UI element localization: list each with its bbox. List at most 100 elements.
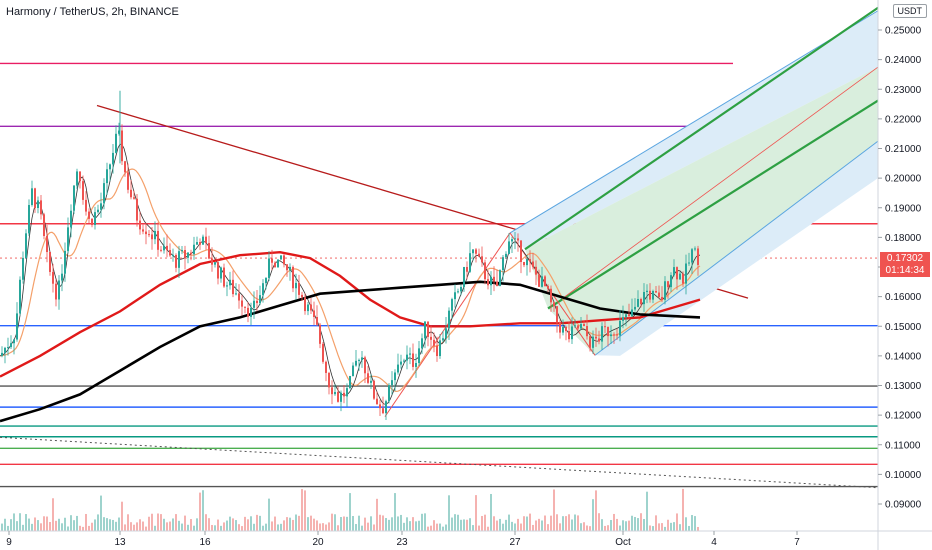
candle-body [403,360,405,362]
candle-body [556,306,558,323]
volume-bar [373,524,375,531]
candle-body [535,266,537,275]
volume-bar [610,520,612,531]
volume-bar [439,523,441,531]
candle-body [361,357,363,360]
volume-bar [346,516,348,531]
candle-body [331,387,333,395]
candle-body [646,290,648,293]
candle-body [502,257,504,271]
volume-bar [607,525,609,531]
volume-bar [313,518,315,531]
candle-body [136,198,138,221]
y-tick-label: 0.15000 [885,322,922,333]
candle-body [493,276,495,282]
last-price-label: 0.17302 [880,252,930,265]
candle-body [76,171,78,186]
volume-bar [418,520,420,531]
volume-bar [4,518,6,531]
candle-body [610,334,612,337]
volume-bar [52,498,54,531]
volume-bar [190,519,192,531]
volume-bar [103,517,105,531]
volume-bar [154,525,156,531]
volume-bar [412,517,414,531]
candle-body [442,338,444,341]
candle-body [1,352,3,356]
candle-body [664,281,666,300]
candle-body [202,236,204,245]
candle-body [310,304,312,311]
volume-bar [31,523,33,531]
volume-bar [550,515,552,531]
y-tick-label: 0.10000 [885,470,922,481]
volume-bar [151,513,153,531]
candle-body [247,307,249,317]
candle-body [199,242,201,245]
candle-body [418,348,420,364]
volume-bar [340,517,342,531]
volume-bar [37,520,39,531]
volume-bar [475,495,477,531]
candle-body [508,241,510,254]
volume-bar [376,498,378,531]
volume-bar [256,514,258,531]
candle-body [613,334,615,336]
volume-bar [562,516,564,531]
candle-body [160,249,162,251]
volume-bar [454,514,456,531]
volume-bar [343,516,345,531]
volume-bar [670,522,672,531]
volume-bar [88,525,90,531]
candle-body [55,283,57,300]
candle-body [487,279,489,286]
candle-body [73,185,75,211]
candle-body [127,172,129,190]
candle-body [121,130,123,162]
candle-body [256,300,258,304]
volume-bar [331,513,333,531]
volume-bar [352,515,354,531]
volume-bar [184,515,186,531]
volume-bar [355,524,357,531]
candle-body [178,251,180,268]
candle-body [124,161,126,173]
y-tick-label: 0.21000 [885,144,922,155]
volume-bar [631,515,633,531]
volume-bar [526,516,528,531]
volume-bar [661,523,663,531]
candle-body [367,373,369,383]
candle-body [376,398,378,405]
volume-bar [682,488,684,531]
candle-body [382,408,384,414]
volume-bar [7,525,9,531]
candle-body [394,372,396,381]
candle-body [682,273,684,284]
volume-bar [193,525,195,531]
candle-body [214,262,216,265]
candle-body [175,254,177,268]
y-tick-label: 0.09000 [885,500,922,511]
volume-bar [316,520,318,531]
candle-body [328,372,330,388]
candle-body [658,292,660,297]
volume-bar [673,522,675,531]
candle-body [511,239,513,242]
volume-bar [691,515,693,531]
volume-bar [640,513,642,531]
volume-bar [505,519,507,531]
candle-body [130,189,132,198]
currency-badge[interactable]: USDT [892,4,927,18]
volume-bar [100,495,102,531]
volume-bar [409,521,411,531]
dotted-trend-line [0,436,879,489]
volume-bar [169,521,171,531]
candle-body [196,242,198,245]
candle-body [292,266,294,289]
volume-bar [43,516,45,531]
volume-bar [205,514,207,531]
candle-body [592,336,594,348]
candle-body [163,245,165,251]
candle-body [553,302,555,307]
